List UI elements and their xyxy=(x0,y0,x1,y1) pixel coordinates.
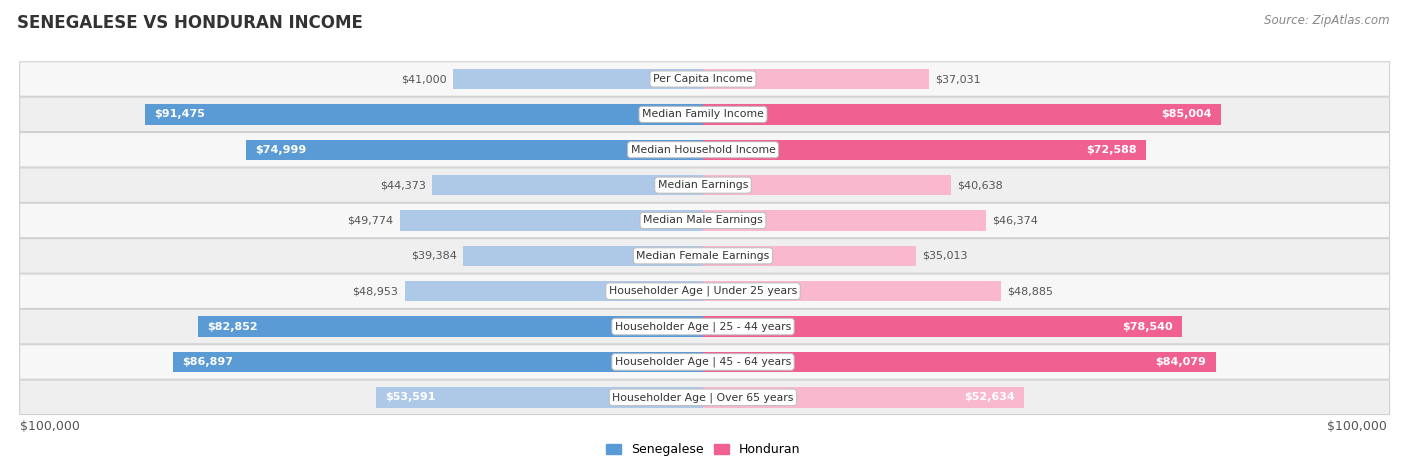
FancyBboxPatch shape xyxy=(20,309,1389,344)
Bar xyxy=(703,210,986,231)
Bar xyxy=(399,210,703,231)
Text: Householder Age | 25 - 44 years: Householder Age | 25 - 44 years xyxy=(614,321,792,332)
FancyBboxPatch shape xyxy=(20,62,1389,96)
Bar xyxy=(703,387,1024,408)
Bar xyxy=(453,69,703,89)
Text: $41,000: $41,000 xyxy=(401,74,447,84)
FancyBboxPatch shape xyxy=(20,97,1389,132)
FancyBboxPatch shape xyxy=(20,239,1389,273)
Text: $85,004: $85,004 xyxy=(1161,109,1212,120)
Text: $48,953: $48,953 xyxy=(353,286,398,296)
Text: Householder Age | Over 65 years: Householder Age | Over 65 years xyxy=(612,392,794,403)
Bar xyxy=(198,316,703,337)
Bar xyxy=(703,352,1216,372)
FancyBboxPatch shape xyxy=(20,168,1389,202)
Text: $74,999: $74,999 xyxy=(254,145,307,155)
Text: $84,079: $84,079 xyxy=(1156,357,1206,367)
Bar xyxy=(703,316,1182,337)
Text: $100,000: $100,000 xyxy=(1326,420,1386,433)
Bar xyxy=(463,246,703,266)
Text: $35,013: $35,013 xyxy=(922,251,969,261)
FancyBboxPatch shape xyxy=(20,380,1389,415)
Text: $40,638: $40,638 xyxy=(957,180,1002,190)
Legend: Senegalese, Honduran: Senegalese, Honduran xyxy=(600,439,806,461)
Text: $49,774: $49,774 xyxy=(347,215,394,226)
Bar xyxy=(703,246,917,266)
Text: $100,000: $100,000 xyxy=(20,420,80,433)
Text: $53,591: $53,591 xyxy=(385,392,436,402)
Text: $39,384: $39,384 xyxy=(411,251,457,261)
Bar xyxy=(377,387,703,408)
Bar xyxy=(405,281,703,302)
Text: $82,852: $82,852 xyxy=(207,322,257,332)
Text: $78,540: $78,540 xyxy=(1122,322,1173,332)
Bar xyxy=(703,140,1146,160)
Text: Median Household Income: Median Household Income xyxy=(630,145,776,155)
Text: $86,897: $86,897 xyxy=(183,357,233,367)
Text: Median Family Income: Median Family Income xyxy=(643,109,763,120)
Text: Median Male Earnings: Median Male Earnings xyxy=(643,215,763,226)
Text: Median Female Earnings: Median Female Earnings xyxy=(637,251,769,261)
Text: SENEGALESE VS HONDURAN INCOME: SENEGALESE VS HONDURAN INCOME xyxy=(17,14,363,32)
FancyBboxPatch shape xyxy=(20,345,1389,379)
Bar xyxy=(703,175,950,195)
Text: $44,373: $44,373 xyxy=(381,180,426,190)
FancyBboxPatch shape xyxy=(20,203,1389,238)
Text: $52,634: $52,634 xyxy=(965,392,1015,402)
Bar xyxy=(246,140,703,160)
Text: $91,475: $91,475 xyxy=(155,109,205,120)
Text: Per Capita Income: Per Capita Income xyxy=(652,74,754,84)
Bar xyxy=(433,175,703,195)
Bar xyxy=(145,104,703,125)
Text: Source: ZipAtlas.com: Source: ZipAtlas.com xyxy=(1264,14,1389,27)
Text: Median Earnings: Median Earnings xyxy=(658,180,748,190)
Bar xyxy=(703,69,929,89)
Text: $48,885: $48,885 xyxy=(1007,286,1053,296)
FancyBboxPatch shape xyxy=(20,274,1389,309)
Bar xyxy=(703,104,1222,125)
Bar xyxy=(703,281,1001,302)
Text: $72,588: $72,588 xyxy=(1085,145,1136,155)
FancyBboxPatch shape xyxy=(20,133,1389,167)
Text: $46,374: $46,374 xyxy=(991,215,1038,226)
Bar xyxy=(173,352,703,372)
Text: Householder Age | 45 - 64 years: Householder Age | 45 - 64 years xyxy=(614,357,792,367)
Text: $37,031: $37,031 xyxy=(935,74,980,84)
Text: Householder Age | Under 25 years: Householder Age | Under 25 years xyxy=(609,286,797,297)
